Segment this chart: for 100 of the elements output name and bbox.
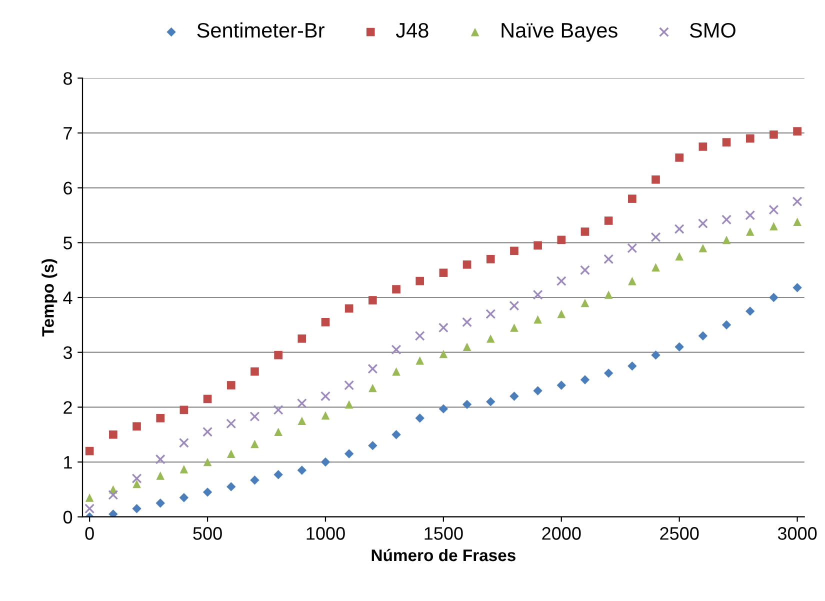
- point: [438, 404, 448, 414]
- point: [580, 265, 590, 276]
- point: [675, 153, 684, 162]
- x-tick-label: 2000: [542, 527, 581, 540]
- point: [108, 490, 118, 500]
- point: [368, 364, 378, 374]
- point: [604, 290, 613, 299]
- point: [132, 422, 141, 431]
- point: [85, 494, 94, 502]
- y-tick-label: 0: [63, 510, 72, 524]
- point: [155, 454, 166, 464]
- point: [202, 488, 212, 497]
- point: [698, 331, 708, 340]
- point: [628, 276, 636, 286]
- point: [415, 414, 424, 423]
- point: [651, 350, 660, 360]
- point: [768, 204, 779, 215]
- point: [650, 232, 661, 242]
- y-tick-label: 3: [63, 346, 72, 360]
- point: [674, 342, 684, 352]
- y-tick-label: 8: [64, 72, 72, 85]
- point: [770, 130, 778, 139]
- point: [178, 438, 189, 448]
- point: [296, 398, 307, 408]
- point: [769, 292, 778, 302]
- y-tick-label: 1: [64, 456, 72, 469]
- point: [509, 300, 520, 311]
- point: [652, 263, 660, 272]
- point: [156, 498, 165, 508]
- y-tick-label: 2: [64, 401, 72, 414]
- point: [179, 493, 189, 502]
- point: [792, 196, 802, 207]
- point: [132, 504, 142, 514]
- point: [486, 397, 496, 406]
- point: [533, 386, 542, 396]
- point: [274, 428, 282, 436]
- point: [226, 482, 236, 492]
- point: [556, 380, 566, 390]
- point: [180, 464, 188, 474]
- point: [674, 224, 684, 234]
- point: [392, 285, 400, 294]
- point: [85, 446, 94, 456]
- point: [462, 400, 472, 410]
- point: [438, 322, 448, 333]
- y-tick-label: 6: [64, 182, 72, 195]
- point: [226, 381, 236, 390]
- point: [250, 412, 260, 422]
- point: [580, 228, 590, 236]
- point: [557, 236, 566, 244]
- point: [108, 510, 118, 517]
- point: [462, 260, 472, 269]
- point: [722, 236, 731, 244]
- point: [132, 473, 142, 484]
- point: [321, 411, 330, 420]
- x-tick-label: 0: [85, 527, 94, 540]
- point: [416, 356, 424, 365]
- point: [321, 318, 330, 326]
- y-tick-label: 5: [63, 236, 72, 250]
- point: [298, 334, 306, 343]
- point: [392, 430, 401, 440]
- point: [722, 138, 731, 146]
- point: [462, 317, 472, 328]
- point: [368, 296, 377, 304]
- point: [722, 214, 732, 225]
- x-tick-label: 1500: [424, 527, 463, 540]
- point: [368, 440, 378, 450]
- point: [320, 391, 330, 402]
- point: [439, 350, 448, 358]
- point: [202, 426, 213, 437]
- point: [414, 330, 425, 341]
- point: [486, 308, 496, 319]
- point: [534, 241, 542, 250]
- point: [274, 350, 282, 360]
- point: [439, 268, 448, 277]
- y-axis-title: Tempo (s): [42, 259, 58, 337]
- x-tick-label: 2500: [660, 527, 699, 540]
- point: [156, 414, 165, 422]
- x-tick-label: 3000: [778, 527, 817, 540]
- x-tick-label: 500: [193, 527, 222, 540]
- point: [250, 440, 259, 448]
- point: [792, 283, 802, 292]
- legend-label: J48: [396, 22, 428, 38]
- point: [84, 504, 95, 514]
- legend-label: Sentimeter-Br: [197, 22, 324, 38]
- point: [628, 361, 637, 371]
- legend-label: Naïve Bayes: [502, 23, 618, 42]
- point: [580, 298, 590, 308]
- point: [250, 476, 260, 485]
- point: [344, 304, 354, 313]
- y-tick-label: 4: [63, 292, 72, 304]
- point: [627, 243, 638, 254]
- point: [462, 342, 472, 352]
- point: [557, 310, 566, 318]
- point: [344, 400, 354, 409]
- point: [604, 368, 614, 378]
- legend-label: SMO: [690, 22, 736, 38]
- point: [698, 218, 708, 228]
- point: [392, 367, 400, 376]
- point: [250, 367, 259, 376]
- y-tick-label: 7: [64, 127, 72, 140]
